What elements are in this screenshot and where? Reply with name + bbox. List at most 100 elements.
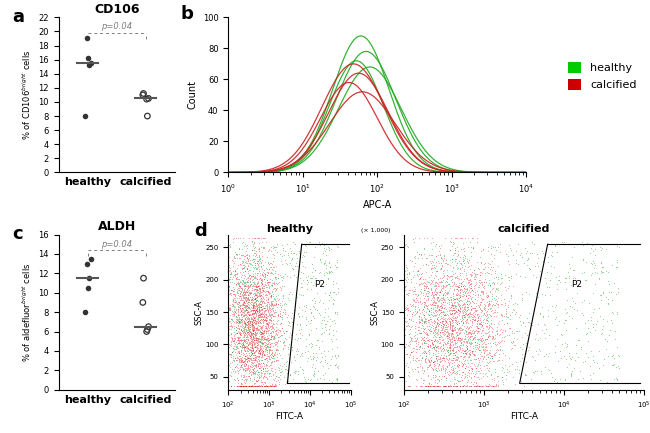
Point xyxy=(433,322,443,329)
Point xyxy=(476,383,487,390)
Point xyxy=(259,313,270,320)
Point xyxy=(250,320,261,327)
Point xyxy=(455,289,465,296)
Point xyxy=(324,326,335,333)
Point xyxy=(238,297,248,304)
Point xyxy=(248,293,259,300)
Point xyxy=(248,259,258,266)
Point xyxy=(486,288,496,295)
Point xyxy=(512,327,522,334)
Point xyxy=(233,304,244,310)
Point xyxy=(476,323,486,330)
Point xyxy=(603,296,614,303)
Point xyxy=(439,383,449,390)
Point xyxy=(493,357,503,364)
Point xyxy=(484,365,495,372)
Point xyxy=(421,261,432,268)
Point xyxy=(454,324,464,331)
Point xyxy=(223,340,233,347)
Point xyxy=(424,312,434,319)
Point xyxy=(437,326,447,333)
Point xyxy=(254,282,264,289)
Point xyxy=(601,267,611,274)
Point xyxy=(240,383,251,390)
Point xyxy=(468,327,478,334)
Point xyxy=(229,335,239,342)
Point xyxy=(457,287,467,294)
Point xyxy=(251,361,261,368)
Point xyxy=(436,259,447,266)
Point xyxy=(291,290,301,297)
Point xyxy=(416,316,426,323)
Point xyxy=(468,234,478,241)
Point xyxy=(244,331,254,338)
Point xyxy=(235,330,246,336)
Point xyxy=(475,315,486,322)
Point xyxy=(265,264,275,271)
Point xyxy=(465,351,475,358)
Point xyxy=(475,350,486,357)
Point xyxy=(408,295,419,302)
Point xyxy=(277,325,287,332)
Point xyxy=(474,369,485,376)
Point xyxy=(237,290,248,297)
Point xyxy=(422,288,433,295)
Point xyxy=(246,289,256,296)
Point xyxy=(265,352,275,359)
Point xyxy=(223,383,233,390)
Point xyxy=(408,317,418,324)
Point xyxy=(244,366,255,373)
Point xyxy=(259,355,269,362)
Point xyxy=(272,327,283,334)
Point xyxy=(250,285,261,292)
Point xyxy=(456,325,467,332)
Point xyxy=(534,346,544,352)
Point xyxy=(432,321,442,328)
Point xyxy=(430,287,441,294)
Point xyxy=(224,242,234,249)
Point xyxy=(261,362,271,369)
Point xyxy=(398,344,409,351)
Point xyxy=(497,333,507,340)
Point xyxy=(239,323,250,330)
Point xyxy=(253,377,263,384)
Point xyxy=(477,335,488,342)
Point xyxy=(450,354,461,361)
Point xyxy=(252,352,262,359)
Point xyxy=(405,340,415,347)
Point xyxy=(223,320,233,327)
Point xyxy=(251,326,261,333)
Point xyxy=(451,383,462,390)
Point xyxy=(411,280,421,287)
Point xyxy=(273,312,283,319)
Point xyxy=(454,325,465,332)
Point xyxy=(254,293,264,300)
Point xyxy=(447,273,457,280)
Point xyxy=(316,358,326,365)
Point xyxy=(475,348,486,355)
Point xyxy=(258,290,268,297)
Point xyxy=(266,383,277,390)
Point xyxy=(571,349,582,356)
Point xyxy=(229,325,239,332)
Point xyxy=(467,322,477,329)
Point xyxy=(268,371,278,378)
Point xyxy=(233,364,243,371)
Point xyxy=(223,330,233,337)
Point xyxy=(398,340,409,347)
Point xyxy=(254,309,264,316)
Point xyxy=(549,242,560,249)
Point xyxy=(252,378,262,385)
Point xyxy=(398,325,409,332)
Point xyxy=(484,346,495,353)
Point xyxy=(270,372,281,379)
Point xyxy=(449,327,460,334)
Point xyxy=(421,284,432,291)
Point xyxy=(477,288,488,295)
Point xyxy=(83,55,94,61)
Point xyxy=(589,359,599,366)
Point xyxy=(465,356,475,363)
Point xyxy=(233,299,244,306)
Point xyxy=(316,330,326,337)
Point xyxy=(439,315,450,322)
